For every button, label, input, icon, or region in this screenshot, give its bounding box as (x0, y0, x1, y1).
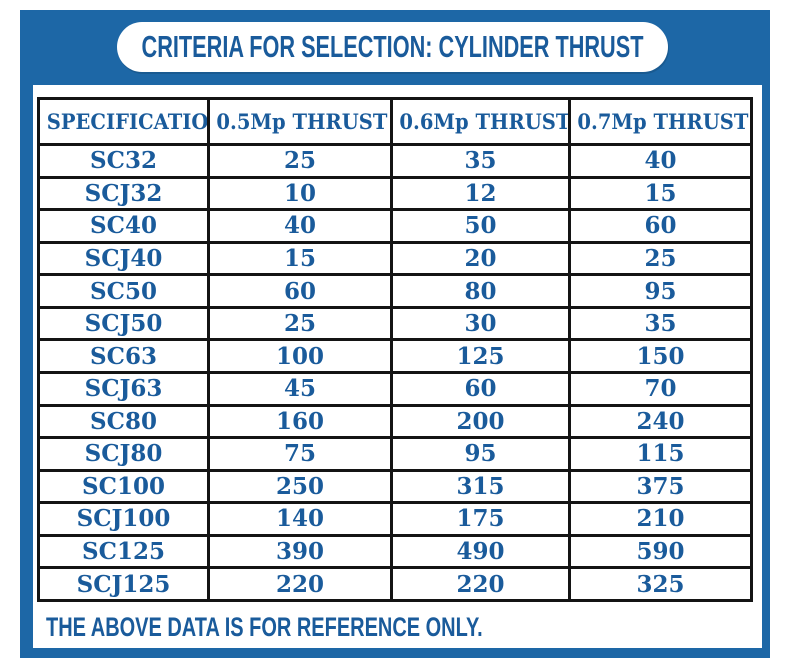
thrust-value-cell: 35 (390, 143, 571, 179)
spec-cell: SC40 (37, 208, 210, 244)
thrust-value-cell: 590 (568, 533, 753, 570)
table-row: SC63 100 125 150 (37, 338, 753, 374)
spec-cell: SCJ100 (37, 501, 210, 537)
thrust-value-cell: 10 (207, 175, 393, 212)
table-row: SC125 390 490 590 (37, 533, 753, 570)
thrust-value-cell: 25 (568, 240, 753, 277)
thrust-value-cell: 240 (568, 403, 753, 440)
thrust-value-cell: 50 (390, 208, 571, 244)
thrust-value-cell: 40 (568, 143, 753, 179)
spec-cell: SC125 (37, 533, 210, 570)
spec-cell: SCJ63 (37, 370, 210, 407)
thrust-value-cell: 95 (568, 273, 753, 309)
table-row: SCJ63 45 60 70 (37, 370, 753, 407)
spec-cell: SC32 (37, 143, 210, 179)
spec-cell: SCJ50 (37, 305, 210, 342)
thrust-value-cell: 30 (390, 305, 571, 342)
thrust-value-cell: 60 (390, 370, 571, 407)
thrust-value-cell: 220 (390, 566, 571, 602)
thrust-value-cell: 45 (207, 370, 393, 407)
thrust-value-cell: 35 (568, 305, 753, 342)
thrust-value-cell: 220 (207, 566, 393, 602)
thrust-value-cell: 20 (390, 240, 571, 277)
table-body: SC32 25 35 40 SCJ32 10 12 15 SC40 40 50 60 SCJ40 15 20… (37, 143, 753, 602)
spec-cell: SC50 (37, 273, 210, 309)
thrust-value-cell: 25 (207, 305, 393, 342)
column-header-label: 0.6Mp THRUST (399, 109, 570, 134)
table-row: SCJ40 15 20 25 (37, 240, 753, 277)
column-header: 0.7Mp THRUST (568, 97, 753, 146)
thrust-value-cell: 70 (568, 370, 753, 407)
thrust-value-cell: 490 (390, 533, 571, 570)
thrust-value-cell: 175 (390, 501, 571, 537)
spec-cell: SC63 (37, 338, 210, 374)
spec-cell: SC80 (37, 403, 210, 440)
thrust-value-cell: 60 (207, 273, 393, 309)
column-header: SPECIFICATION (37, 97, 210, 146)
thrust-value-cell: 250 (207, 468, 393, 505)
table-row: SC40 40 50 60 (37, 208, 753, 244)
table-row: SC80 160 200 240 (37, 403, 753, 440)
table-header-row: SPECIFICATION 0.5Mp THRUST 0.6Mp THRUST 0.7… (37, 97, 753, 146)
thrust-value-cell: 15 (207, 240, 393, 277)
thrust-value-cell: 315 (390, 468, 571, 505)
spec-cell: SCJ32 (37, 175, 210, 212)
thrust-value-cell: 100 (207, 338, 393, 374)
table-row: SC100 250 315 375 (37, 468, 753, 505)
spec-cell: SCJ40 (37, 240, 210, 277)
thrust-value-cell: 15 (568, 175, 753, 212)
spec-cell: SC100 (37, 468, 210, 505)
thrust-value-cell: 25 (207, 143, 393, 179)
thrust-value-cell: 375 (568, 468, 753, 505)
table-row: SCJ80 75 95 115 (37, 436, 753, 472)
thrust-value-cell: 325 (568, 566, 753, 602)
spec-cell: SCJ80 (37, 436, 210, 472)
thrust-value-cell: 75 (207, 436, 393, 472)
thrust-value-cell: 80 (390, 273, 571, 309)
title-pill: CRITERIA FOR SELECTION: CYLINDER THRUST (117, 22, 668, 72)
thrust-value-cell: 115 (568, 436, 753, 472)
table-row: SCJ100 140 175 210 (37, 501, 753, 537)
table-row: SCJ50 25 30 35 (37, 305, 753, 342)
table-row: SCJ32 10 12 15 (37, 175, 753, 212)
thrust-value-cell: 210 (568, 501, 753, 537)
thrust-value-cell: 125 (390, 338, 571, 374)
column-header-label: 0.7Mp THRUST (577, 109, 749, 134)
thrust-value-cell: 390 (207, 533, 393, 570)
footer-note: THE ABOVE DATA IS FOR REFERENCE ONLY. (46, 612, 483, 642)
column-header-label: 0.5Mp THRUST (216, 109, 388, 134)
thrust-value-cell: 40 (207, 208, 393, 244)
table-row: SC50 60 80 95 (37, 273, 753, 309)
content-panel: SPECIFICATION 0.5Mp THRUST 0.6Mp THRUST 0.7… (33, 85, 762, 648)
table-row: SC32 25 35 40 (37, 143, 753, 179)
thrust-value-cell: 140 (207, 501, 393, 537)
thrust-value-cell: 200 (390, 403, 571, 440)
table-row: SCJ125 220 220 325 (37, 566, 753, 602)
thrust-value-cell: 60 (568, 208, 753, 244)
cylinder-thrust-table: SPECIFICATION 0.5Mp THRUST 0.6Mp THRUST 0.7… (37, 97, 753, 602)
thrust-value-cell: 150 (568, 338, 753, 374)
thrust-value-cell: 95 (390, 436, 571, 472)
column-header: 0.6Mp THRUST (390, 97, 571, 146)
spec-cell: SCJ125 (37, 566, 210, 602)
page-title: CRITERIA FOR SELECTION: CYLINDER THRUST (141, 29, 644, 64)
thrust-value-cell: 12 (390, 175, 571, 212)
thrust-value-cell: 160 (207, 403, 393, 440)
column-header: 0.5Mp THRUST (207, 97, 393, 146)
column-header-label: SPECIFICATION (46, 109, 209, 134)
blue-frame: CRITERIA FOR SELECTION: CYLINDER THRUST … (20, 10, 770, 658)
